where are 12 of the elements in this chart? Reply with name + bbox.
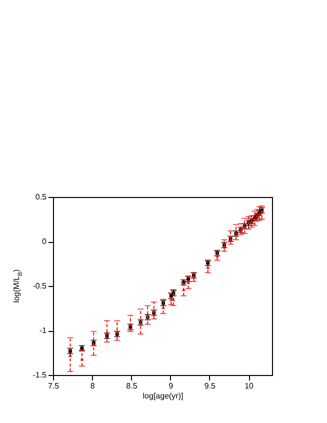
x-tick-label: 9.5 <box>204 382 216 390</box>
x-tick-label: 8 <box>90 382 96 390</box>
y-tick-label: -0.5 <box>32 282 48 290</box>
x-tick-label: 10 <box>244 382 254 390</box>
x-tick-label: 7.5 <box>48 382 60 390</box>
y-tick-label: -1 <box>39 326 48 335</box>
x-tick-label: 9 <box>168 382 174 390</box>
y-tick-label: 0.5 <box>35 192 48 202</box>
y-tick-label: 0 <box>42 237 48 246</box>
x-tick-label: 8.5 <box>126 382 138 390</box>
y-tick-label: -1.5 <box>32 370 48 380</box>
x-axis-title: log[age(yr)] <box>142 392 184 400</box>
